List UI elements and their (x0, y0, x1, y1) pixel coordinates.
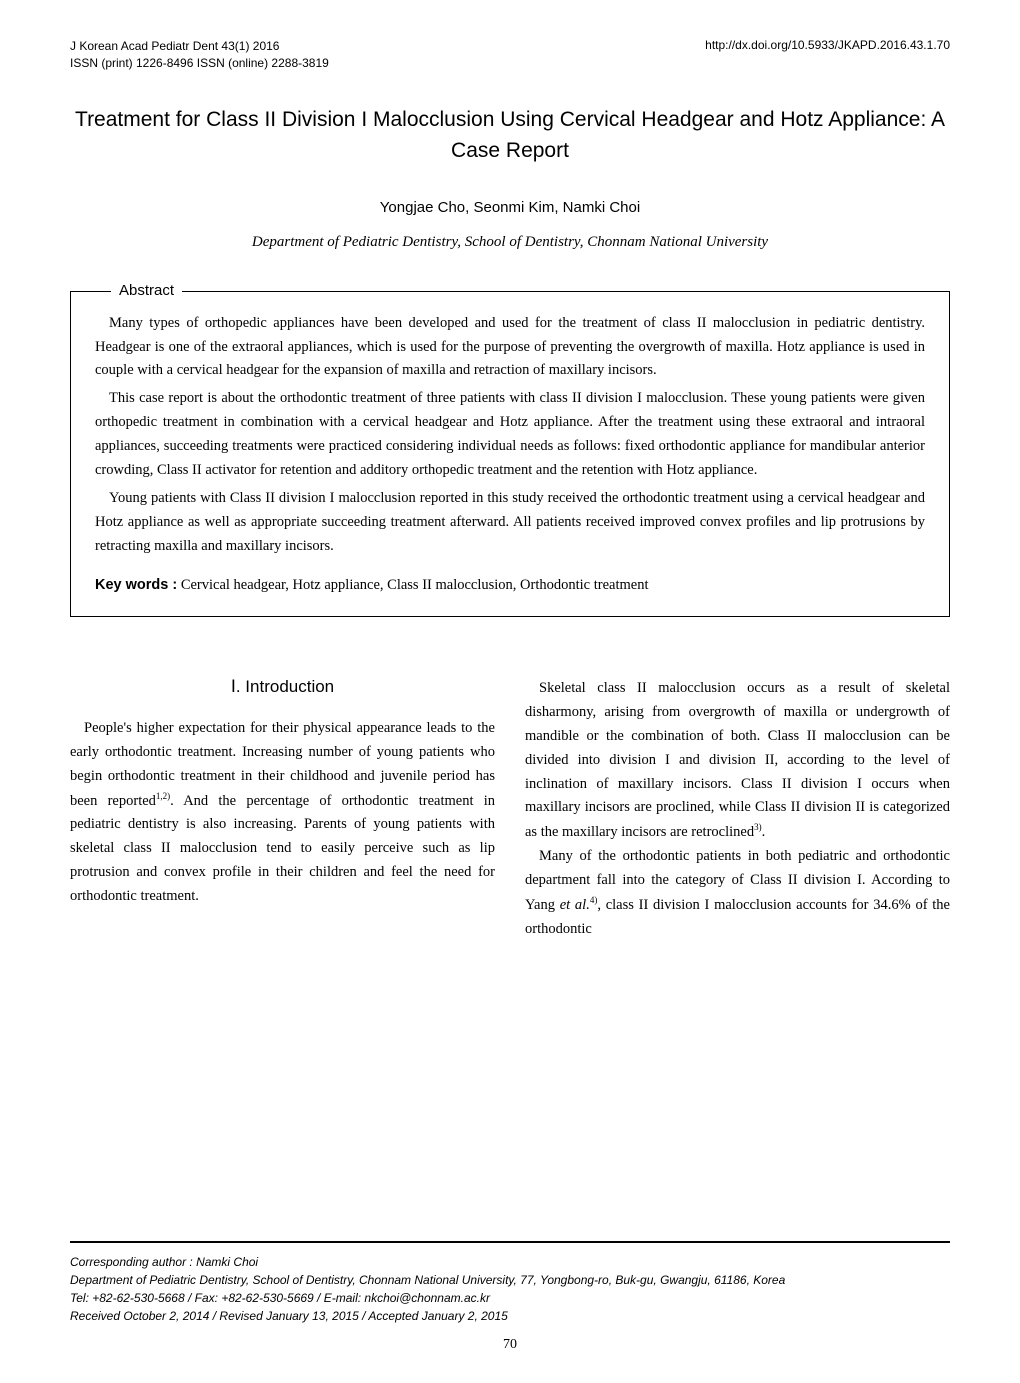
footer-department: Department of Pediatric Dentistry, Schoo… (70, 1271, 950, 1289)
left-column: Ⅰ. Introduction People's higher expectat… (70, 677, 495, 942)
footer-contact: Tel: +82-62-530-5668 / Fax: +82-62-530-5… (70, 1289, 950, 1307)
header-left: J Korean Acad Pediatr Dent 43(1) 2016 IS… (70, 38, 329, 72)
corresponding-author: Corresponding author : Namki Choi (70, 1253, 950, 1271)
abstract-box: Abstract Many types of orthopedic applia… (70, 291, 950, 617)
abstract-label: Abstract (111, 282, 182, 299)
section-heading-introduction: Ⅰ. Introduction (70, 677, 495, 697)
abstract-para-3: Young patients with Class II division I … (95, 487, 925, 559)
keywords-text: Cervical headgear, Hotz appliance, Class… (177, 577, 648, 593)
intro-para-left: People's higher expectation for their ph… (70, 717, 495, 909)
issn-line: ISSN (print) 1226-8496 ISSN (online) 228… (70, 55, 329, 72)
body-columns: Ⅰ. Introduction People's higher expectat… (70, 677, 950, 942)
footer-text: Corresponding author : Namki Choi Depart… (70, 1253, 950, 1325)
intro-para-right-1: Skeletal class II malocclusion occurs as… (525, 677, 950, 845)
abstract-para-2: This case report is about the orthodonti… (95, 387, 925, 483)
page-header: J Korean Acad Pediatr Dent 43(1) 2016 IS… (70, 38, 950, 72)
authors: Yongjae Cho, Seonmi Kim, Namki Choi (70, 199, 950, 216)
right-column: Skeletal class II malocclusion occurs as… (525, 677, 950, 942)
footer-dates: Received October 2, 2014 / Revised Janua… (70, 1307, 950, 1325)
journal-name: J Korean Acad Pediatr Dent 43(1) 2016 (70, 38, 329, 55)
affiliation: Department of Pediatric Dentistry, Schoo… (70, 234, 950, 251)
page-footer: Corresponding author : Namki Choi Depart… (70, 1241, 950, 1353)
page-number: 70 (70, 1337, 950, 1353)
footer-rule (70, 1241, 950, 1243)
article-title: Treatment for Class II Division I Malocc… (70, 104, 950, 167)
doi-link: http://dx.doi.org/10.5933/JKAPD.2016.43.… (705, 38, 950, 72)
abstract-para-1: Many types of orthopedic appliances have… (95, 312, 925, 384)
keywords-label: Key words : (95, 577, 177, 593)
keywords: Key words : Cervical headgear, Hotz appl… (95, 577, 925, 594)
intro-para-right-2: Many of the orthodontic patients in both… (525, 845, 950, 942)
